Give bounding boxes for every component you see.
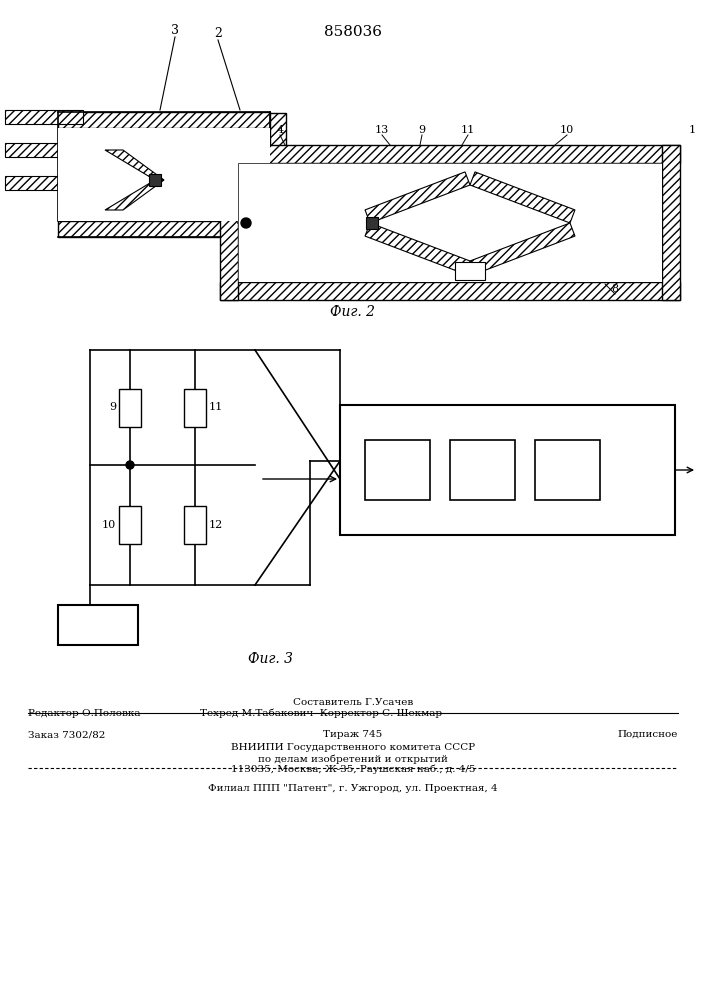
Bar: [366, 217, 378, 229]
Text: 15: 15: [390, 464, 405, 477]
Text: Фиг. 2: Фиг. 2: [330, 305, 375, 319]
Text: 14: 14: [652, 410, 668, 424]
Text: ВНИИПИ Государственного комитета СССР: ВНИИПИ Государственного комитета СССР: [231, 743, 475, 752]
Polygon shape: [105, 180, 164, 210]
Bar: [220, 145, 238, 300]
Text: 13: 13: [375, 125, 389, 135]
Polygon shape: [365, 172, 470, 223]
Text: 12: 12: [209, 520, 223, 530]
Polygon shape: [105, 150, 164, 180]
Text: Заказ 7302/82: Заказ 7302/82: [28, 730, 105, 739]
Text: Техред М.Табакович  Корректор С. Шекмар: Техред М.Табакович Корректор С. Шекмар: [200, 709, 442, 718]
Bar: [149, 174, 161, 186]
Polygon shape: [470, 223, 575, 274]
Circle shape: [241, 218, 251, 228]
Text: 16: 16: [474, 464, 491, 477]
Text: 3: 3: [171, 24, 179, 37]
Text: 10: 10: [560, 125, 574, 135]
Bar: [58, 112, 270, 128]
Bar: [340, 405, 675, 535]
Text: 1: 1: [689, 125, 696, 135]
Bar: [220, 145, 680, 163]
Bar: [5, 143, 83, 157]
Text: Филиал ППП "Патент", г. Ужгород, ул. Проектная, 4: Филиал ППП "Патент", г. Ужгород, ул. Про…: [208, 784, 498, 793]
Polygon shape: [470, 172, 575, 223]
Text: по делам изобретений и открытий: по делам изобретений и открытий: [258, 754, 448, 764]
Bar: [270, 113, 286, 237]
Text: 17: 17: [559, 464, 575, 477]
Bar: [58, 605, 138, 645]
Text: 7: 7: [626, 273, 633, 283]
Bar: [455, 262, 485, 280]
Bar: [450, 440, 515, 500]
Text: Фиг. 3: Фиг. 3: [247, 652, 293, 666]
Circle shape: [126, 461, 134, 469]
Bar: [535, 440, 600, 500]
Bar: [119, 388, 141, 426]
Text: 10: 10: [102, 520, 116, 530]
Bar: [220, 282, 680, 300]
Text: Редактор О.Половка: Редактор О.Половка: [28, 709, 141, 718]
Bar: [119, 506, 141, 544]
Text: 7: 7: [175, 161, 182, 171]
Text: 8: 8: [175, 181, 182, 191]
Polygon shape: [365, 223, 470, 274]
Text: 8: 8: [612, 284, 619, 294]
Bar: [58, 221, 270, 237]
Text: 4: 4: [276, 125, 284, 135]
Bar: [365, 440, 430, 500]
Text: 858036: 858036: [324, 25, 382, 39]
Text: 9: 9: [419, 125, 426, 135]
Bar: [5, 110, 83, 124]
Text: Составитель Г.Усачев: Составитель Г.Усачев: [293, 698, 413, 707]
Text: 9: 9: [109, 402, 116, 412]
Text: 113035, Москва, Ж-35, Раушская наб., д. 4/5: 113035, Москва, Ж-35, Раушская наб., д. …: [230, 765, 475, 774]
Bar: [662, 145, 680, 300]
Text: 2: 2: [214, 27, 222, 40]
Bar: [238, 163, 662, 282]
Bar: [5, 176, 83, 190]
Bar: [58, 128, 270, 221]
Text: 11: 11: [461, 125, 475, 135]
Text: Подписное: Подписное: [618, 730, 678, 739]
Bar: [184, 388, 206, 426]
Text: 13: 13: [90, 618, 106, 632]
Text: 12: 12: [520, 273, 534, 283]
Bar: [238, 163, 662, 282]
Bar: [184, 506, 206, 544]
Text: Тираж 745: Тираж 745: [323, 730, 382, 739]
Text: 11: 11: [209, 402, 223, 412]
